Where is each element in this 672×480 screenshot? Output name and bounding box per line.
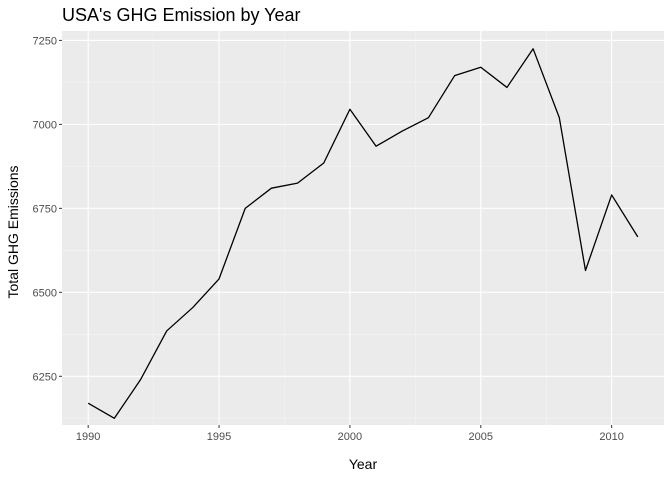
y-tick-label: 7000: [33, 119, 57, 131]
y-tick-label: 6750: [33, 203, 57, 215]
x-axis-title: Year: [349, 456, 378, 472]
x-tick-label: 2010: [599, 431, 623, 443]
major-gridlines: [62, 31, 664, 425]
plot-panel: [62, 31, 664, 425]
y-tick-label: 6500: [33, 287, 57, 299]
minor-gridlines: [62, 31, 664, 425]
x-tick-label: 1990: [76, 431, 100, 443]
y-tick-labels: 6250 6500 6750 7000 7250: [33, 35, 57, 383]
x-tick-label: 1995: [207, 431, 231, 443]
y-axis-title: Total GHG Emissions: [5, 165, 21, 298]
chart-title: USA's GHG Emission by Year: [62, 5, 301, 25]
x-tick-label: 2000: [338, 431, 362, 443]
x-tick-label: 2005: [469, 431, 493, 443]
x-tick-labels: 1990 1995 2000 2005 2010: [76, 431, 624, 443]
y-tick-label: 7250: [33, 35, 57, 47]
axis-ticks: [59, 39, 613, 428]
y-tick-label: 6250: [33, 371, 57, 383]
emission-series-line: [87, 48, 639, 419]
